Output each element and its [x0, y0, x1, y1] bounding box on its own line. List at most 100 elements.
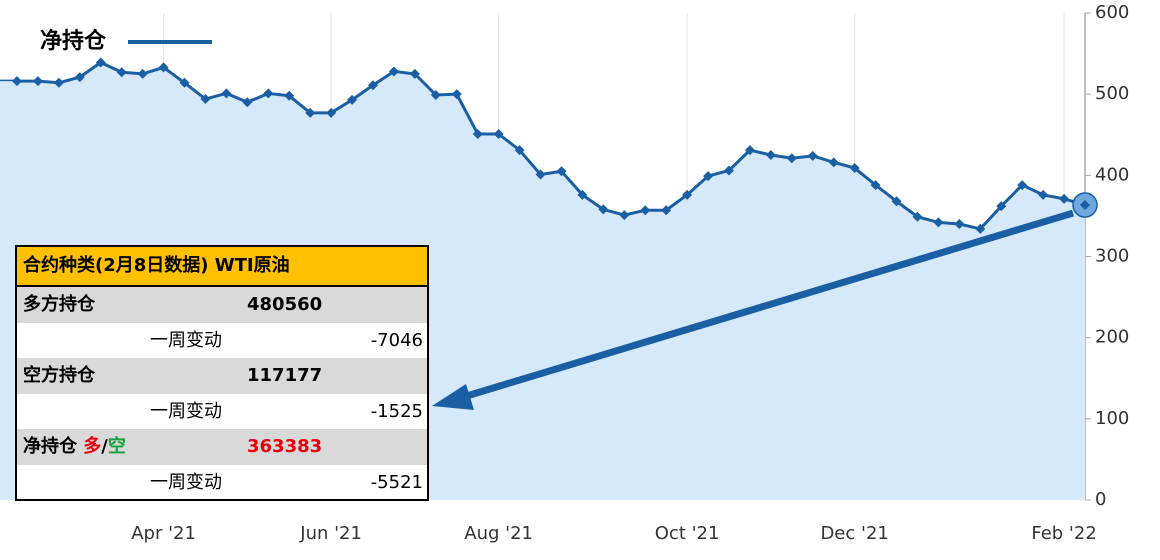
marker [619, 210, 630, 221]
marker [786, 153, 797, 164]
legend-label: 净持仓 [40, 28, 107, 54]
marker [1038, 189, 1049, 200]
marker [975, 223, 986, 234]
left-area-edge [0, 81, 17, 501]
marker [53, 77, 64, 88]
label-part: 空 [107, 436, 126, 458]
table-row: 一周变动 -1525 [17, 394, 427, 430]
marker [12, 76, 22, 87]
marker [703, 171, 714, 182]
marker [661, 205, 672, 216]
y-tick-label: 100 [1095, 408, 1129, 429]
marker [598, 204, 609, 215]
x-tick-label: Aug '21 [464, 523, 533, 544]
marker [95, 57, 106, 68]
marker [577, 189, 588, 200]
row-label: 空方持仓 [23, 358, 95, 394]
marker [493, 128, 504, 139]
row-label: 多方持仓 [23, 287, 95, 323]
label-part: 空方持仓 [23, 365, 95, 387]
marker [137, 68, 148, 79]
marker [744, 145, 755, 156]
marker [724, 165, 734, 176]
row-label: 一周变动 [150, 465, 222, 501]
marker [409, 68, 420, 79]
x-tick-label: Jun '21 [299, 523, 362, 544]
arrow [458, 209, 1075, 402]
label-part: 一周变动 [150, 471, 222, 493]
marker [74, 72, 85, 83]
x-tick-label: Apr '21 [131, 523, 196, 544]
marker [158, 62, 169, 73]
marker [200, 94, 211, 105]
marker [870, 180, 881, 191]
y-tick-label: 0 [1095, 489, 1106, 510]
table-row: 一周变动 -7046 [17, 323, 427, 359]
table-row: 净持仓 多/空 363383 [17, 429, 427, 465]
table-row: 多方持仓 480560 [17, 287, 427, 323]
label-part: / [101, 436, 108, 458]
marker [954, 219, 965, 230]
marker [765, 150, 776, 161]
label-part: 多 [83, 436, 102, 458]
row-label: 一周变动 [150, 323, 222, 359]
line [17, 60, 1086, 231]
marker [388, 66, 399, 77]
marker [221, 88, 232, 99]
marker [912, 211, 923, 222]
y-tick-label: 400 [1095, 164, 1129, 185]
row-value: 480560 [247, 294, 323, 315]
marker [116, 67, 127, 78]
row-value: 117177 [247, 365, 323, 387]
x-tick-label: Dec '21 [820, 523, 888, 544]
table-header: 合约种类(2月8日数据) WTI原油 [17, 247, 427, 287]
marker [1080, 200, 1090, 211]
marker [347, 94, 358, 105]
marker [32, 76, 43, 87]
table-row: 空方持仓 117177 [17, 358, 427, 394]
row-label: 一周变动 [150, 394, 222, 430]
row-value: -5521 [370, 471, 423, 493]
marker [556, 166, 567, 177]
marker [1059, 193, 1070, 204]
marker [996, 201, 1007, 212]
marker [535, 169, 546, 180]
marker [263, 88, 274, 99]
marker [828, 157, 839, 168]
y-tick-label: 500 [1095, 83, 1129, 104]
marker [807, 150, 818, 161]
marker [242, 97, 253, 108]
position-table: 合约种类(2月8日数据) WTI原油 多方持仓 480560 一周变动 -7046 空方… [15, 245, 429, 501]
marker [368, 80, 378, 91]
table-row: 一周变动 -5521 [17, 465, 427, 501]
x-tick-label: Feb '22 [1031, 523, 1096, 544]
marker [430, 89, 441, 100]
marker [305, 107, 316, 118]
label-part: 多方持仓 [23, 294, 95, 315]
row-label: 净持仓 多/空 [23, 429, 126, 465]
label-part: 净持仓 [23, 436, 84, 458]
label-part: 一周变动 [150, 400, 222, 422]
arrow-head [432, 384, 474, 410]
marker [933, 217, 944, 228]
marker [472, 128, 483, 139]
label-part: 一周变动 [150, 329, 222, 351]
y-tick-label: 200 [1095, 327, 1129, 348]
row-value: -1525 [370, 400, 423, 422]
marker [326, 107, 337, 118]
marker [284, 90, 295, 101]
x-tick-label: Oct '21 [655, 523, 720, 544]
row-value: -7046 [370, 329, 423, 351]
marker [891, 196, 902, 207]
y-tick-label: 600 [1095, 2, 1129, 23]
row-value: 363383 [247, 436, 323, 458]
marker [451, 89, 462, 100]
marker [514, 145, 525, 156]
marker [849, 163, 860, 174]
marker [179, 77, 190, 88]
marker [1017, 180, 1028, 191]
marker [640, 205, 651, 216]
y-tick-label: 300 [1095, 246, 1129, 267]
marker [682, 189, 693, 200]
